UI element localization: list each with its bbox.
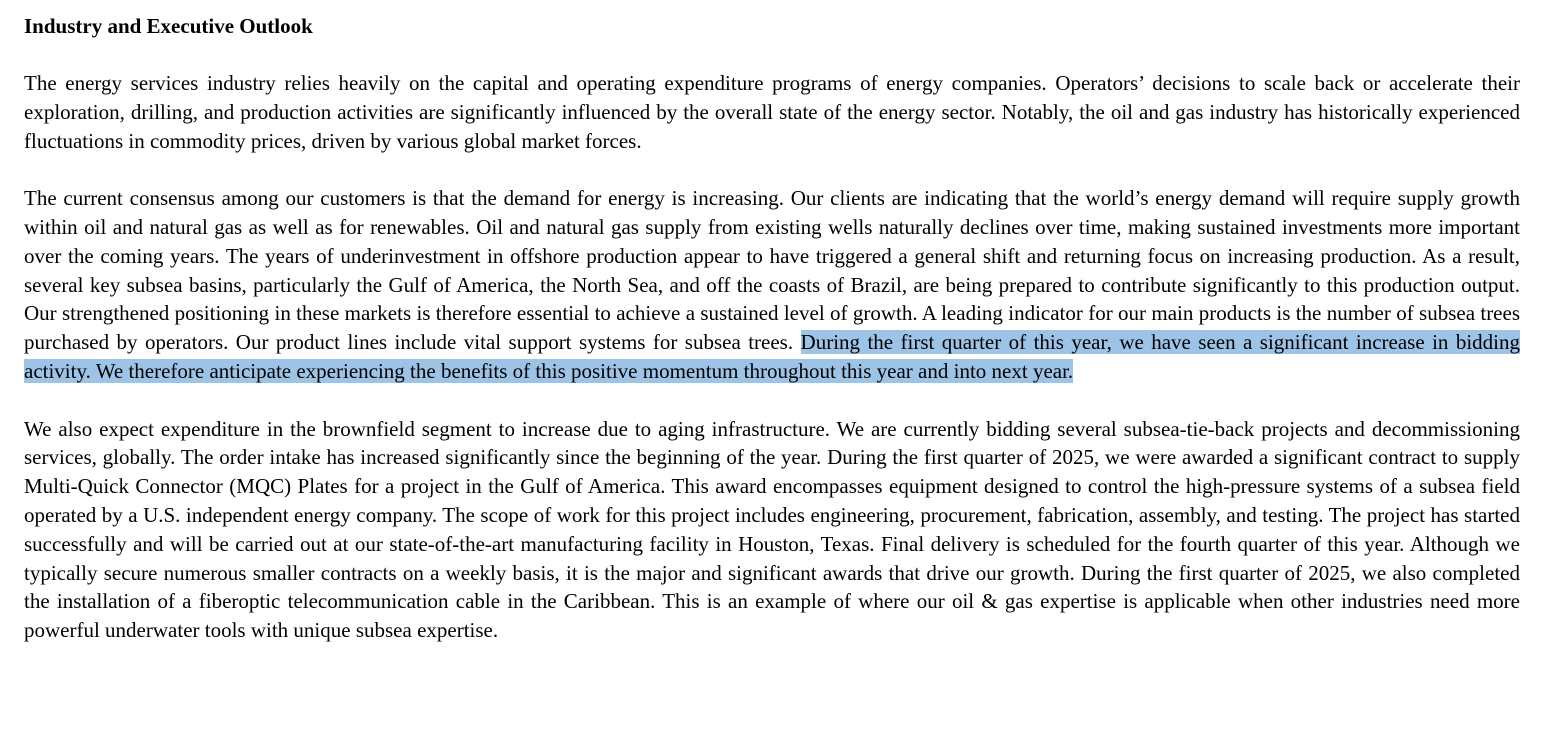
paragraph-industry-overview: The energy services industry relies heav… <box>24 69 1520 155</box>
section-heading: Industry and Executive Outlook <box>24 14 313 38</box>
paragraph-customer-consensus: The current consensus among our customer… <box>24 184 1520 386</box>
paragraph-text: The energy services industry relies heav… <box>24 71 1520 153</box>
paragraph-text: We also expect expenditure in the brownf… <box>24 416 1520 643</box>
paragraph-text: The current consensus among our customer… <box>24 186 1520 355</box>
paragraph-brownfield-expenditure: We also expect expenditure in the brownf… <box>24 415 1520 645</box>
